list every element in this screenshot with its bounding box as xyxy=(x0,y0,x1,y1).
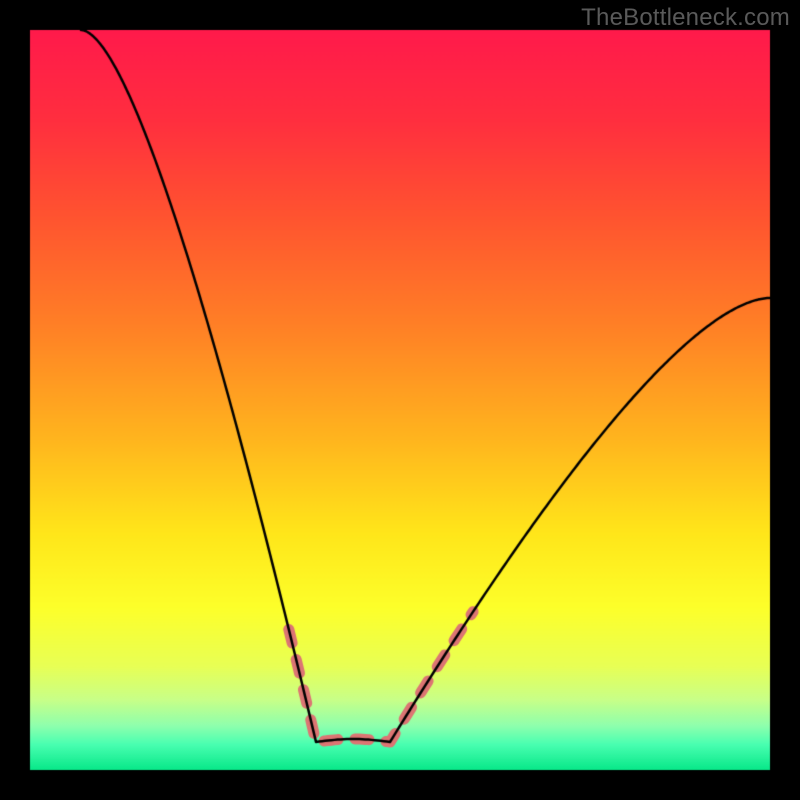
bottleneck-chart-canvas xyxy=(0,0,800,800)
chart-stage: TheBottleneck.com xyxy=(0,0,800,800)
